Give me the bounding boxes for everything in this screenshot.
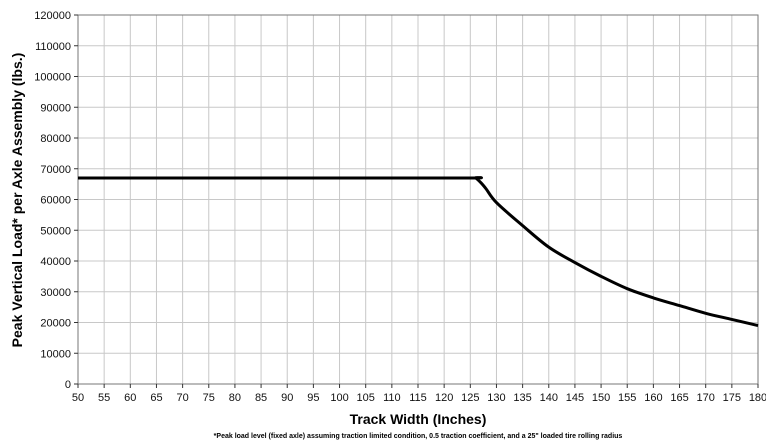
x-tick-label: 115 xyxy=(409,392,427,404)
x-tick-label: 65 xyxy=(150,392,162,404)
y-axis-ticks: 0 10000 20000 30000 40000 50000 60000 70000 8000… xyxy=(34,10,78,391)
series-line xyxy=(78,176,759,328)
x-tick-label: 125 xyxy=(461,392,479,404)
x-tick-label: 50 xyxy=(72,392,84,404)
x-axis-label: Track Width (Inches) xyxy=(350,411,487,427)
y-tick-label: 80000 xyxy=(40,133,71,145)
y-tick-label: 10000 xyxy=(40,348,71,360)
x-tick-label: 180 xyxy=(749,392,766,404)
x-tick-label: 130 xyxy=(487,392,505,404)
x-tick-label: 60 xyxy=(124,392,136,404)
y-tick-label: 20000 xyxy=(40,318,71,330)
y-tick-label: 100000 xyxy=(34,72,71,84)
footnote: *Peak load level (fixed axle) assuming t… xyxy=(214,433,623,440)
y-tick-label: 70000 xyxy=(40,164,71,176)
x-tick-label: 105 xyxy=(357,392,375,404)
x-tick-label: 170 xyxy=(697,392,715,404)
y-axis-label: Peak Vertical Load* per Axle Assembly (l… xyxy=(9,53,25,348)
y-tick-label: 50000 xyxy=(40,225,71,237)
x-tick-label: 175 xyxy=(723,392,741,404)
x-tick-label: 140 xyxy=(540,392,558,404)
y-tick-label: 90000 xyxy=(40,102,71,114)
y-tick-label: 30000 xyxy=(40,287,71,299)
x-tick-label: 160 xyxy=(644,392,662,404)
x-tick-label: 120 xyxy=(435,392,453,404)
x-tick-label: 95 xyxy=(307,392,319,404)
y-tick-label: 120000 xyxy=(34,10,71,22)
y-tick-label: 60000 xyxy=(40,195,71,207)
x-tick-label: 135 xyxy=(513,392,531,404)
x-tick-label: 155 xyxy=(618,392,636,404)
x-tick-label: 90 xyxy=(281,392,293,404)
x-tick-label: 80 xyxy=(229,392,241,404)
series-layer xyxy=(78,176,759,328)
y-tick-label: 110000 xyxy=(35,41,71,53)
y-tick-label: 40000 xyxy=(40,256,71,268)
x-tick-label: 55 xyxy=(98,392,110,404)
x-tick-label: 110 xyxy=(383,392,401,404)
x-axis-ticks: 50 55 60 65 70 75 80 85 90 95 100 105 110 115 120 125 13… xyxy=(72,384,766,404)
x-tick-label: 145 xyxy=(566,392,584,404)
x-tick-label: 70 xyxy=(176,392,188,404)
y-tick-label: 0 xyxy=(65,379,71,391)
x-tick-label: 75 xyxy=(203,392,215,404)
x-tick-label: 85 xyxy=(255,392,267,404)
grid xyxy=(77,14,759,385)
x-tick-label: 100 xyxy=(330,392,348,404)
x-tick-label: 150 xyxy=(592,392,610,404)
x-tick-label: 165 xyxy=(670,392,688,404)
